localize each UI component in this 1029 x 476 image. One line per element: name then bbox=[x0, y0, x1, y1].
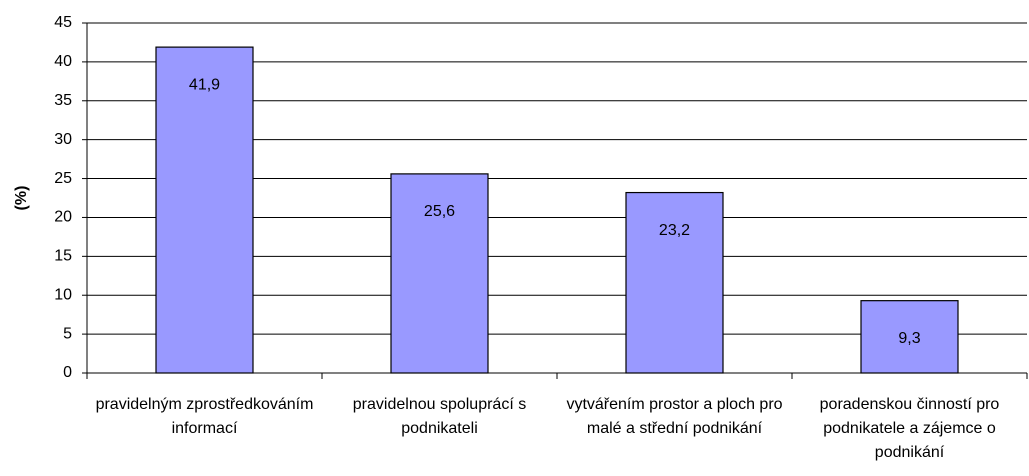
y-tick-label: 5 bbox=[63, 325, 72, 342]
bar bbox=[625, 191, 724, 374]
y-tick-label: 45 bbox=[54, 14, 72, 31]
x-tick-label: pravidelnou spoluprácí s podnikateli bbox=[352, 396, 527, 437]
x-tick-label: poradenskou činností pro podnikatele a z… bbox=[819, 396, 1000, 461]
x-tick-label: pravidelným zprostředkováním informací bbox=[95, 396, 314, 437]
value-label: 25,6 bbox=[424, 203, 455, 220]
value-label: 41,9 bbox=[189, 76, 220, 93]
y-tick-label: 25 bbox=[54, 170, 72, 187]
y-tick-label: 40 bbox=[54, 53, 72, 70]
y-tick-label: 10 bbox=[54, 286, 72, 303]
y-tick-label: 30 bbox=[54, 131, 72, 148]
bar bbox=[390, 173, 489, 374]
y-axis-label: (%) bbox=[13, 186, 30, 211]
value-label: 23,2 bbox=[659, 222, 690, 239]
y-tick-label: 20 bbox=[54, 209, 72, 226]
bar bbox=[860, 300, 959, 374]
y-tick-label: 35 bbox=[54, 92, 72, 109]
bar bbox=[155, 46, 254, 374]
y-tick-label: 15 bbox=[54, 248, 72, 265]
x-tick-label: vytvářením prostor a ploch pro malé a st… bbox=[566, 396, 783, 437]
value-label: 9,3 bbox=[898, 330, 920, 347]
y-tick-label: 0 bbox=[63, 364, 72, 381]
